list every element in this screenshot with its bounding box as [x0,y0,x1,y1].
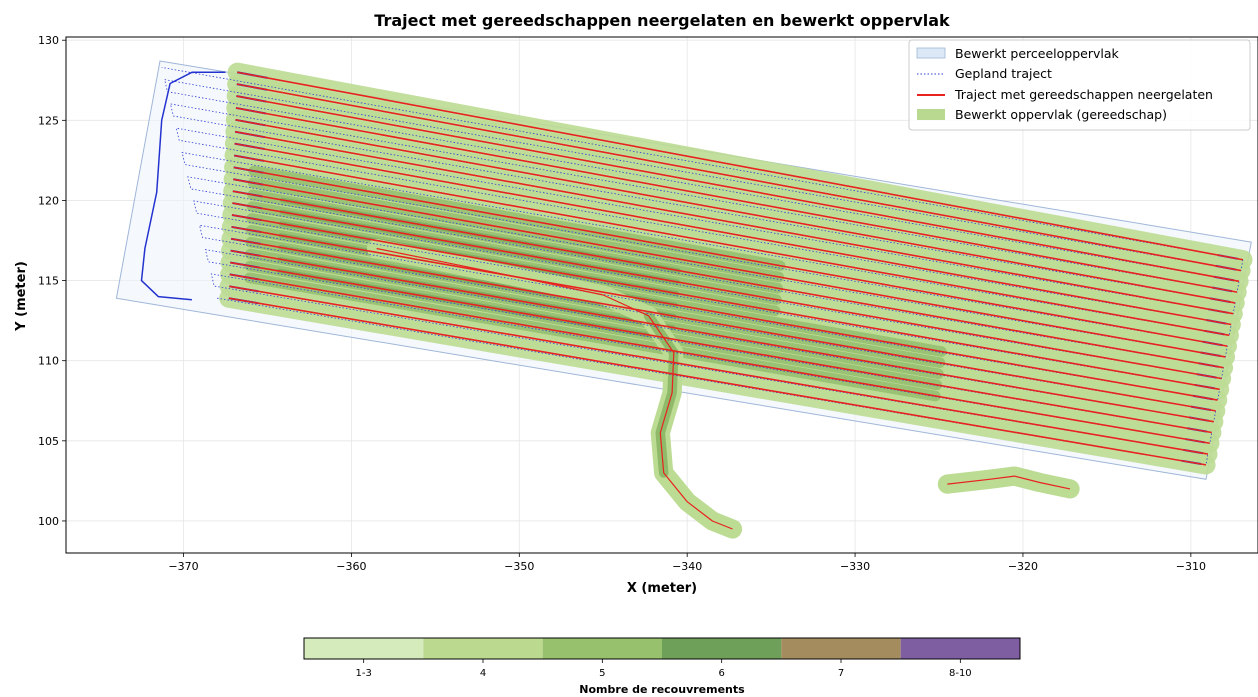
worked-pass-line [235,119,1236,304]
worked-pass-line [234,142,1232,326]
worked-pass-line [230,237,1216,412]
legend-swatch-field [916,47,946,59]
y-tick-label: 100 [38,515,59,528]
x-axis: −370 −360 −350 −340 −330 −320 −310 [168,553,1206,573]
x-tick-label: −330 [840,560,870,573]
colorbar-tick-label: 5 [599,668,605,679]
y-tick-label: 115 [38,275,59,288]
x-tick-label: −310 [1176,560,1206,573]
y-tick-label: 110 [38,355,59,368]
worked-pass-line [232,190,1224,369]
legend: Bewerkt perceeloppervlak Gepland traject… [908,39,1251,131]
y-tick-label: 125 [38,114,59,127]
legend-label-field: Bewerkt perceeloppervlak [955,46,1120,61]
colorbar-cell [900,638,1020,659]
legend-label-worked: Bewerkt oppervlak (gereedschap) [955,107,1167,122]
x-tick-label: −350 [504,560,534,573]
worked-pass-line [229,273,1210,445]
x-tick-label: −370 [168,560,198,573]
y-tick-label: 120 [38,194,59,207]
colorbar-tick-label: 4 [480,668,486,679]
worked-pass-line [234,130,1234,315]
colorbar: 1-3 4 5 6 7 8-10 Nombre de recouvrements [303,637,1021,696]
plot-frame [65,36,1258,554]
colorbar-cell [304,638,424,659]
worked-pass-line [229,285,1209,455]
legend-label-planned: Gepland traject [955,66,1052,81]
x-tick-label: −340 [672,560,702,573]
y-axis: 100 105 110 115 120 125 130 [38,34,66,528]
colorbar-tick-label: 8-10 [949,668,972,679]
y-tick-label: 105 [38,435,59,448]
worked-pass-line [233,178,1226,358]
y-axis-label: Y (meter) [14,261,29,332]
legend-box [908,39,1251,131]
worked-pass-line [234,154,1230,337]
worked-pass-line [237,71,1244,261]
planned-trajectory [161,67,1244,466]
colorbar-tick-label: 6 [718,668,724,679]
diagonal-trajectory [376,247,733,530]
legend-swatch-worked [917,109,945,120]
worked-pass-line [235,107,1238,293]
colorbar-tick-label: 1-3 [355,668,371,679]
worked-pass-line [236,95,1240,283]
worked-pass-line [233,166,1228,347]
colorbar-frame [303,637,1021,660]
worked-pass-line [232,202,1222,380]
colorbar-tick-label: 7 [838,668,844,679]
y-tick-label: 130 [38,34,59,47]
plot-area [115,60,1253,539]
stray-trajectory [947,475,1071,490]
worked-pass-line [231,214,1220,391]
colorbar-label: Nombre de recouvrements [579,683,745,696]
colorbar-cell [542,638,662,659]
worked-pass-line [228,297,1207,466]
colorbar-cell [781,638,901,659]
legend-label-track: Traject met gereedschappen neergelaten [954,87,1213,102]
worked-pass-line [236,83,1242,272]
x-tick-label: −320 [1008,560,1038,573]
x-axis-label: X (meter) [627,581,697,596]
worked-pass-line [231,226,1218,401]
worked-pass-line [230,249,1214,423]
x-tick-label: −360 [336,560,366,573]
chart-title: Traject met gereedschappen neergelaten e… [374,11,950,30]
colorbar-cell [662,638,782,659]
worked-pass-line [230,261,1212,434]
colorbar-cell [423,638,543,659]
headland-path [140,71,226,301]
